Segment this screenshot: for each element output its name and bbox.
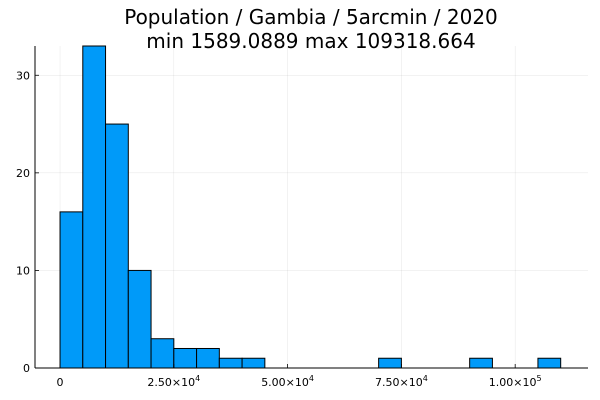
histogram-bar-8 [241, 357, 266, 369]
histogram-bar-6 [196, 347, 220, 369]
x-tick-label-2: 5.00×104 [261, 374, 314, 389]
histogram-bar-14 [378, 357, 402, 369]
y-tick-label-1: 10 [16, 264, 30, 277]
y-tick-label-3: 30 [16, 69, 30, 82]
bars-layer [59, 45, 562, 369]
histogram-bar-2 [105, 123, 129, 369]
histogram-bar-7 [218, 357, 243, 369]
histogram-bar-4 [150, 338, 175, 369]
x-tick-label-1: 2.50×104 [147, 374, 200, 389]
x-tick-label-3: 7.50×104 [375, 374, 428, 389]
histogram-bar-21 [537, 357, 562, 369]
y-tick-label-2: 20 [16, 167, 30, 180]
chart-title: Population / Gambia / 5arcmin / 2020 [124, 5, 498, 29]
histogram-bar-5 [173, 347, 198, 369]
histogram-bar-3 [127, 269, 152, 369]
x-tick-label-4: 1.00×105 [489, 374, 542, 389]
histogram-bar-1 [82, 45, 107, 369]
axes-layer [34, 46, 588, 369]
x-tick-label-0: 0 [57, 376, 64, 389]
histogram-bar-0 [59, 211, 84, 369]
histogram-bar-18 [469, 357, 493, 369]
ticks-layer: 0 2.50×104 5.00×104 7.50×104 1.00×105 0 10 20 30 [16, 69, 542, 389]
chart-subtitle: min 1589.0889 max 109318.664 [146, 29, 475, 53]
y-tick-label-0: 0 [23, 362, 30, 375]
